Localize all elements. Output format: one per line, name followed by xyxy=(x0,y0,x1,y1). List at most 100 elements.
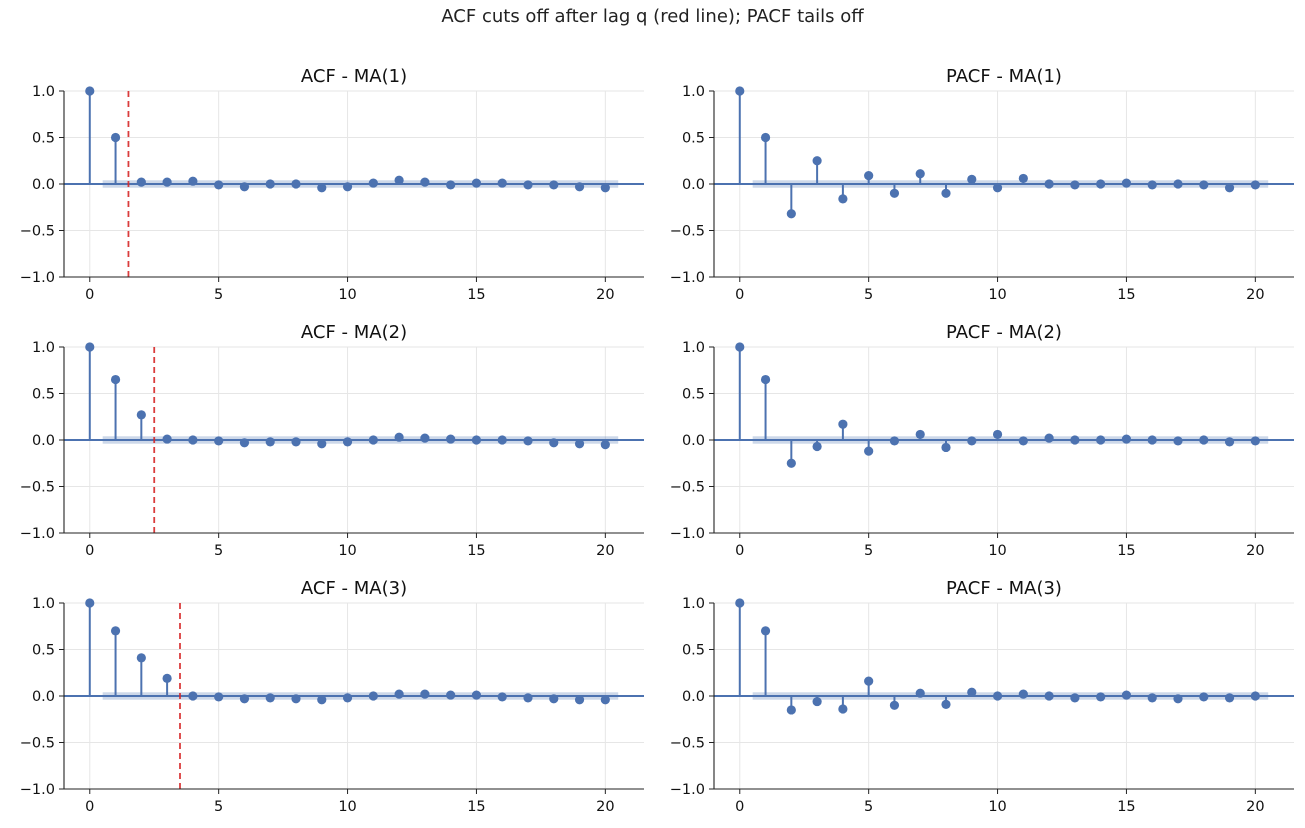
marker-lag-19 xyxy=(1224,437,1235,447)
x-tick-label: 10 xyxy=(988,287,1006,303)
x-tick-label: 15 xyxy=(1117,799,1135,815)
marker-lag-4 xyxy=(188,691,198,701)
marker-lag-14 xyxy=(446,690,456,700)
y-tick-label: −0.5 xyxy=(670,224,705,240)
chart-panel-2: PACF - MA(1) −1.0 −0.5 0.0 0.5 1.0 0 5 10 15 20 xyxy=(670,66,1294,303)
x-tick-label: 20 xyxy=(596,287,614,303)
marker-lag-8 xyxy=(291,694,301,704)
x-tick-label: 20 xyxy=(1246,799,1264,815)
marker-lag-3 xyxy=(812,696,822,707)
marker-lag-8 xyxy=(941,188,951,198)
chart-panel-4: PACF - MA(2) −1.0 −0.5 0.0 0.5 1.0 0 5 10 15 20 xyxy=(670,322,1294,559)
y-tick-label: −1.0 xyxy=(20,270,55,286)
marker-lag-16 xyxy=(1147,693,1157,703)
marker-lag-9 xyxy=(967,436,977,446)
x-tick-label: 0 xyxy=(735,287,744,303)
y-tick-label: 0.0 xyxy=(32,689,55,705)
y-tick-label: 1.0 xyxy=(682,340,705,356)
marker-lag-4 xyxy=(188,176,198,186)
marker-lag-19 xyxy=(1224,693,1235,703)
marker-lag-14 xyxy=(1096,435,1106,445)
marker-lag-13 xyxy=(420,689,430,699)
x-tick-label: 5 xyxy=(864,799,873,815)
marker-lag-5 xyxy=(864,676,874,686)
marker-lag-13 xyxy=(1070,435,1080,445)
marker-lag-16 xyxy=(497,435,507,445)
y-tick-label: −1.0 xyxy=(20,782,55,798)
marker-lag-19 xyxy=(1224,183,1235,193)
marker-lag-0 xyxy=(85,342,95,352)
x-tick-label: 0 xyxy=(85,799,94,815)
marker-lag-9 xyxy=(317,695,327,705)
y-tick-label: −0.5 xyxy=(670,480,705,496)
marker-lag-14 xyxy=(1096,692,1106,702)
y-tick-label: 0.0 xyxy=(32,433,55,449)
y-tick-label: −0.5 xyxy=(20,224,55,240)
x-tick-label: 15 xyxy=(467,799,485,815)
marker-lag-15 xyxy=(1121,434,1132,444)
marker-lag-1 xyxy=(110,132,121,143)
marker-lag-16 xyxy=(1147,435,1157,445)
marker-lag-9 xyxy=(967,174,977,184)
marker-lag-3 xyxy=(162,177,172,187)
marker-lag-11 xyxy=(368,178,378,188)
marker-lag-10 xyxy=(992,429,1003,440)
marker-lag-15 xyxy=(471,435,482,445)
marker-lag-20 xyxy=(1250,691,1260,701)
marker-lag-9 xyxy=(317,439,327,449)
marker-lag-10 xyxy=(342,437,353,447)
marker-lag-11 xyxy=(368,691,378,701)
chart-panel-1: ACF - MA(1) −1.0 −0.5 0.0 0.5 1.0 0 5 10 15 20 xyxy=(20,66,644,303)
x-tick-label: 0 xyxy=(85,287,94,303)
x-tick-label: 5 xyxy=(864,287,873,303)
marker-lag-19 xyxy=(574,182,585,192)
marker-lag-9 xyxy=(967,687,977,697)
marker-lag-0 xyxy=(735,598,745,608)
marker-lag-17 xyxy=(523,693,533,703)
chart-title: PACF - MA(2) xyxy=(946,322,1062,343)
x-tick-label: 0 xyxy=(85,543,94,559)
marker-lag-1 xyxy=(760,374,771,385)
y-tick-label: −1.0 xyxy=(20,526,55,542)
marker-lag-11 xyxy=(1018,436,1028,446)
marker-lag-4 xyxy=(188,435,198,445)
marker-lag-3 xyxy=(162,673,172,683)
y-tick-label: 0.0 xyxy=(682,177,705,193)
marker-lag-10 xyxy=(342,693,353,703)
marker-lag-2 xyxy=(786,209,796,219)
marker-lag-20 xyxy=(1250,180,1260,190)
marker-lag-6 xyxy=(239,182,250,192)
marker-lag-5 xyxy=(214,180,224,190)
marker-lag-13 xyxy=(1070,180,1080,190)
x-tick-label: 10 xyxy=(338,543,356,559)
marker-lag-13 xyxy=(420,433,430,443)
marker-lag-15 xyxy=(1121,178,1132,188)
y-tick-label: 0.0 xyxy=(32,177,55,193)
marker-lag-8 xyxy=(941,442,951,453)
x-tick-label: 15 xyxy=(467,543,485,559)
y-tick-label: −1.0 xyxy=(670,526,705,542)
marker-lag-11 xyxy=(1018,689,1028,699)
marker-lag-20 xyxy=(600,695,610,705)
y-tick-label: −1.0 xyxy=(670,782,705,798)
marker-lag-6 xyxy=(239,694,250,704)
marker-lag-9 xyxy=(317,183,327,193)
marker-lag-7 xyxy=(915,169,925,179)
marker-lag-13 xyxy=(1070,693,1080,703)
marker-lag-19 xyxy=(574,439,585,449)
marker-lag-7 xyxy=(265,693,275,703)
marker-lag-7 xyxy=(915,429,925,440)
marker-lag-4 xyxy=(838,194,848,204)
y-tick-label: −1.0 xyxy=(670,270,705,286)
y-tick-label: 1.0 xyxy=(32,84,55,100)
marker-lag-16 xyxy=(497,692,507,702)
marker-lag-20 xyxy=(600,183,610,193)
marker-lag-17 xyxy=(523,436,533,446)
y-tick-label: 0.0 xyxy=(682,433,705,449)
marker-lag-6 xyxy=(889,700,900,710)
chart-title: ACF - MA(3) xyxy=(301,578,407,599)
marker-lag-10 xyxy=(992,183,1003,193)
marker-lag-17 xyxy=(1173,694,1183,704)
